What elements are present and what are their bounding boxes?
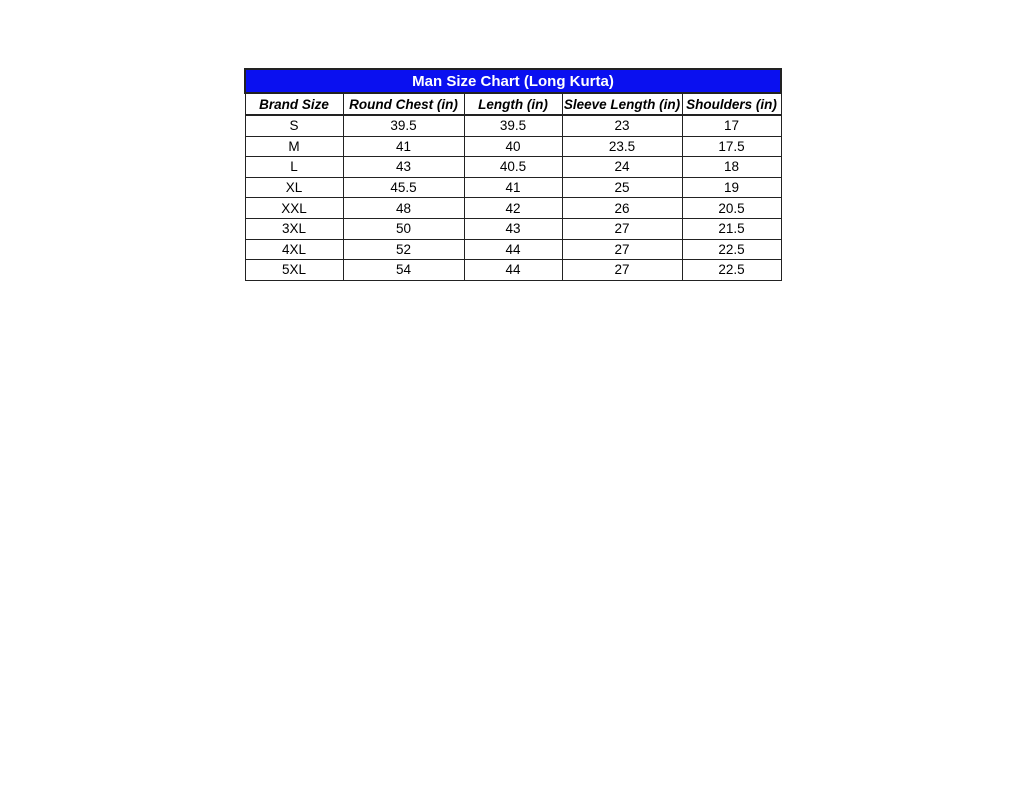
table-title: Man Size Chart (Long Kurta) [244,68,782,94]
table-row: 4XL 52 44 27 22.5 [244,238,782,261]
table-row: S 39.5 39.5 23 17 [244,114,782,137]
table-cell: 23.5 [561,135,683,158]
table-cell: 48 [342,197,465,219]
table-cell: 42 [463,197,563,219]
table-cell: 27 [561,238,683,261]
table-cell: 4XL [244,238,344,261]
table-row: L 43 40.5 24 18 [244,156,782,178]
column-header: Shoulders (in) [681,92,782,116]
table-body: S 39.5 39.5 23 17 M 41 40 23.5 17.5 L 43 40.5 24 18 XL 4… [244,114,782,281]
table-cell: XXL [244,197,344,219]
table-cell: 50 [342,217,465,240]
table-cell: 40.5 [463,156,563,178]
table-cell: S [244,114,344,137]
table-cell: 5XL [244,259,344,281]
table-cell: 23 [561,114,683,137]
table-cell: 22.5 [681,238,782,261]
table-cell: 27 [561,217,683,240]
table-cell: 26 [561,197,683,219]
table-cell: 22.5 [681,259,782,281]
table-cell: 43 [342,156,465,178]
table-cell: 44 [463,238,563,261]
column-header: Length (in) [463,92,563,116]
table-cell: 41 [463,176,563,199]
table-row: XXL 48 42 26 20.5 [244,197,782,219]
table-cell: 44 [463,259,563,281]
table-cell: 54 [342,259,465,281]
table-cell: 41 [342,135,465,158]
table-cell: XL [244,176,344,199]
header-row: Brand Size Round Chest (in) Length (in) Sle… [244,92,782,116]
table-cell: 18 [681,156,782,178]
table-row: 3XL 50 43 27 21.5 [244,217,782,240]
table-cell: 3XL [244,217,344,240]
table-row: 5XL 54 44 27 22.5 [244,259,782,281]
table-cell: 25 [561,176,683,199]
table-cell: 39.5 [463,114,563,137]
column-header: Brand Size [244,92,344,116]
table-cell: 27 [561,259,683,281]
table-cell: 43 [463,217,563,240]
table-row: M 41 40 23.5 17.5 [244,135,782,158]
table-cell: 17.5 [681,135,782,158]
table-cell: 24 [561,156,683,178]
column-header: Round Chest (in) [342,92,465,116]
table-cell: 39.5 [342,114,465,137]
table-cell: 19 [681,176,782,199]
table-cell: 21.5 [681,217,782,240]
table-row: XL 45.5 41 25 19 [244,176,782,199]
table-cell: L [244,156,344,178]
table-cell: M [244,135,344,158]
column-header: Sleeve Length (in) [561,92,683,116]
table-cell: 17 [681,114,782,137]
table-cell: 40 [463,135,563,158]
size-chart-table: Man Size Chart (Long Kurta) Brand Size Ro… [244,68,782,281]
table-cell: 20.5 [681,197,782,219]
table-cell: 45.5 [342,176,465,199]
table-cell: 52 [342,238,465,261]
